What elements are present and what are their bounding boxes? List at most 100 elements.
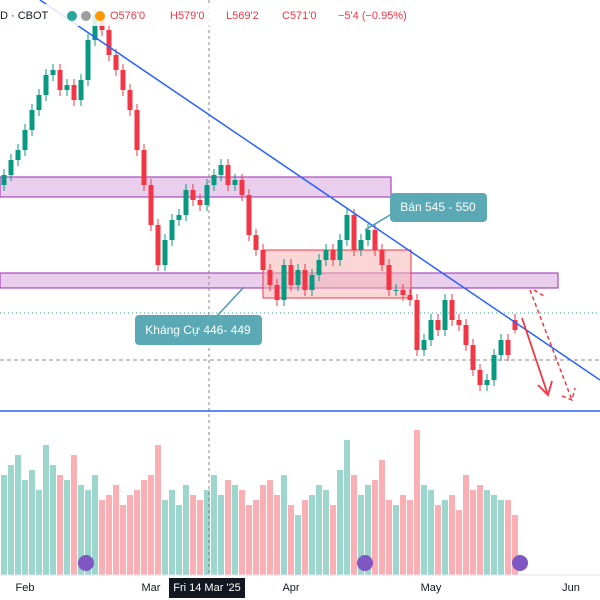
crosshair-label: Fri 14 Mar '25 [173, 582, 241, 594]
volume-bar [288, 505, 294, 575]
candle-body [274, 285, 280, 300]
candle-body [295, 270, 301, 285]
candle-body [29, 110, 35, 130]
candle-body [197, 200, 203, 205]
candle-body [141, 150, 147, 185]
volume-bar [456, 510, 462, 575]
candle-body [484, 380, 490, 385]
candle-body [414, 300, 420, 350]
x-tick-label: Feb [16, 582, 35, 594]
candle-body [456, 320, 462, 325]
candle-body [120, 70, 126, 90]
volume-bar [337, 470, 343, 575]
volume-bar [22, 480, 28, 575]
candle-body [239, 180, 245, 195]
candle-body [449, 300, 455, 320]
candle-body [155, 225, 161, 265]
candle-body [183, 190, 189, 215]
candle-body [365, 230, 371, 240]
candle-body [148, 185, 154, 225]
volume-bar [190, 495, 196, 575]
candle-body [169, 220, 175, 240]
volume-bar [393, 505, 399, 575]
volume-bar [414, 430, 420, 575]
volume-bar [295, 515, 301, 575]
volume-bar [29, 470, 35, 575]
event-icon[interactable] [357, 555, 373, 571]
candle-body [190, 190, 196, 200]
volume-bar [351, 475, 357, 575]
volume-bar [218, 495, 224, 575]
candle-body [78, 80, 84, 100]
sell-box [262, 249, 412, 299]
ohlc-low: L569'2 [226, 10, 259, 22]
candle-body [393, 290, 399, 291]
candle-body [57, 70, 63, 90]
candle-body [344, 215, 350, 240]
candle-body [8, 160, 14, 175]
event-icon[interactable] [78, 555, 94, 571]
event-icon[interactable] [512, 555, 528, 571]
volume-bar [141, 480, 147, 575]
candle-body [1, 175, 7, 185]
candle-body [50, 70, 56, 75]
volume-bar [155, 445, 161, 575]
candle-body [491, 355, 497, 380]
volume-bar [260, 485, 266, 575]
volume-bar [92, 475, 98, 575]
volume-bar [148, 475, 154, 575]
candle-body [218, 165, 224, 175]
candle-body [92, 15, 98, 40]
volume-bar [505, 500, 511, 575]
candle-body [463, 325, 469, 345]
callout-text: Kháng Cự 446- 449 [145, 323, 251, 337]
status-icon [95, 11, 105, 21]
ohlc-high: H579'0 [170, 10, 205, 22]
volume-bar [372, 480, 378, 575]
candle-body [113, 55, 119, 70]
candle-body [358, 240, 364, 250]
status-icon [81, 11, 91, 21]
volume-bar [232, 485, 238, 575]
volume-bar [330, 505, 336, 575]
candle-body [64, 85, 70, 90]
volume-bar [309, 495, 315, 575]
arrow [521, 317, 553, 397]
volume-bar [246, 505, 252, 575]
volume-bar [78, 485, 84, 575]
candle-body [435, 320, 441, 330]
volume-bar [421, 485, 427, 575]
candle-body [309, 275, 315, 290]
volume-bar [274, 495, 280, 575]
candle-body [176, 215, 182, 220]
volume-bar [400, 495, 406, 575]
candle-body [302, 270, 308, 290]
volume-bar [99, 500, 105, 575]
volume-bar [512, 515, 518, 575]
volume-bar [379, 460, 385, 575]
candle-body [330, 250, 336, 260]
x-tick-label: Mar [142, 582, 161, 594]
candle-body [134, 110, 140, 150]
volume-bar [134, 490, 140, 575]
candle-body [85, 40, 91, 80]
candle-body [421, 340, 427, 350]
header-bg [0, 4, 600, 26]
volume-bar [211, 475, 217, 575]
volume-bar [169, 490, 175, 575]
candle-body [43, 75, 49, 95]
arrow [529, 289, 576, 402]
candle-body [232, 180, 238, 185]
callout-text: Bán 545 - 550 [400, 200, 476, 214]
candle-body [505, 340, 511, 355]
volume-bar [484, 490, 490, 575]
candle-body [288, 265, 294, 285]
header: D · CBOT O576'0 H579'0 L569'2 C571'0 −5'… [0, 4, 600, 26]
event-icons [78, 555, 528, 571]
volume-bar [358, 495, 364, 575]
volume-bar [204, 490, 210, 575]
candle-body [386, 265, 392, 290]
candles [1, 9, 518, 575]
volume-bar [344, 440, 350, 575]
